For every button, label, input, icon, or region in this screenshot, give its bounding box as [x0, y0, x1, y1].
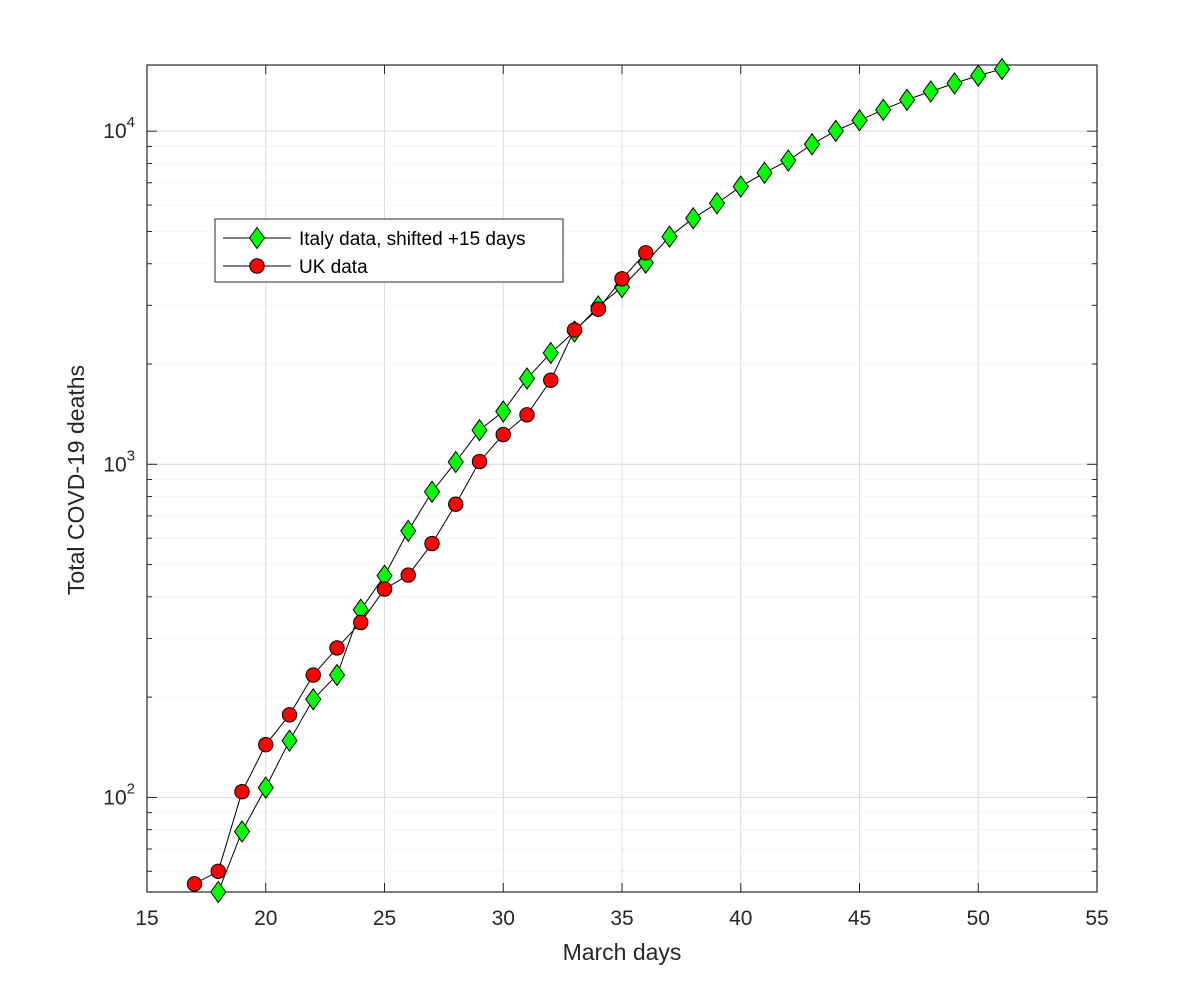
data-point	[448, 496, 464, 512]
y-tick-label: 102	[103, 780, 135, 809]
data-point	[732, 175, 749, 198]
data-point	[329, 640, 345, 656]
y-tick-label-base: 10	[103, 786, 126, 809]
axes	[146, 64, 1098, 893]
y-tick-label-exponent: 2	[127, 780, 135, 797]
data-point	[590, 301, 606, 317]
data-point	[210, 880, 227, 904]
series-uk	[186, 245, 654, 892]
data-point	[827, 119, 844, 143]
data-point	[305, 687, 322, 711]
data-point	[542, 341, 559, 365]
data-point	[258, 736, 274, 753]
y-tick-label-exponent: 3	[127, 447, 135, 464]
data-point	[638, 245, 654, 261]
data-point	[614, 271, 630, 287]
x-tick-label: 25	[373, 907, 396, 930]
data-point	[495, 400, 512, 423]
y-tick-label-base: 10	[103, 120, 126, 143]
data-point	[305, 667, 321, 683]
data-point	[566, 322, 583, 338]
x-tick-label: 55	[1085, 907, 1108, 930]
legend-marker	[249, 258, 265, 274]
data-point	[851, 108, 868, 132]
data-point	[898, 88, 916, 112]
data-point	[281, 729, 298, 753]
y-tick-label: 104	[103, 114, 135, 143]
data-point	[400, 519, 417, 543]
data-point	[970, 64, 987, 87]
data-point	[328, 663, 346, 687]
data-point	[423, 480, 441, 504]
data-point	[685, 206, 702, 230]
data-point	[234, 784, 250, 800]
x-tick-label: 50	[967, 907, 990, 930]
data-point	[756, 161, 773, 185]
series-line	[217, 68, 1003, 893]
series-layer	[186, 57, 1011, 904]
data-point	[471, 418, 488, 442]
x-tick-label: 45	[848, 907, 871, 930]
x-tick-label: 40	[729, 907, 752, 930]
legend-box	[214, 218, 564, 283]
x-tick-label: 15	[135, 907, 158, 930]
data-point	[353, 614, 369, 631]
data-point	[233, 820, 251, 843]
data-point	[519, 407, 535, 423]
data-point	[400, 567, 416, 583]
data-point	[376, 581, 393, 597]
y-tick-label: 103	[103, 447, 135, 476]
data-point	[257, 776, 274, 799]
data-point	[875, 98, 892, 122]
data-point	[495, 426, 511, 443]
data-point	[637, 251, 654, 274]
data-point	[210, 863, 226, 879]
data-point	[922, 80, 939, 103]
x-tick-label: 35	[610, 907, 633, 930]
y-tick-label-base: 10	[103, 453, 126, 476]
legend: Italy data, shifted +15 days UK data	[214, 218, 564, 283]
data-point	[946, 72, 963, 95]
legend-label: UK data	[299, 257, 368, 278]
plot-frame	[146, 64, 1098, 893]
data-point	[780, 149, 797, 172]
legend-label: Italy data, shifted +15 days	[299, 229, 526, 250]
data-point	[186, 876, 203, 892]
x-tick-label: 20	[254, 907, 277, 930]
data-point	[447, 450, 464, 474]
y-axis-title: Total COVD-19 deaths	[63, 365, 89, 595]
x-tick-label: 30	[492, 907, 515, 930]
data-point	[281, 707, 298, 723]
data-point	[993, 57, 1011, 81]
data-point	[518, 367, 536, 390]
data-point	[661, 225, 678, 248]
legend-marker	[248, 226, 266, 250]
y-tick-label-exponent: 4	[127, 114, 135, 131]
data-point	[424, 535, 440, 552]
data-point	[803, 132, 821, 156]
data-point	[708, 191, 726, 215]
x-axis-title: March days	[563, 939, 682, 965]
data-point	[543, 372, 559, 388]
data-point	[471, 453, 488, 470]
